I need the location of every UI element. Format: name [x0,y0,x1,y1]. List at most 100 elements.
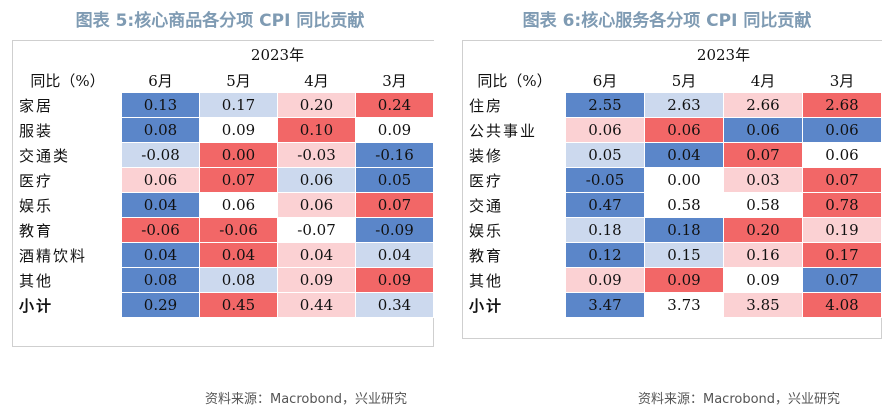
value-cell: -0.08 [121,142,200,168]
right-table-row: 装修 0.05 0.04 0.07 0.06 [463,142,882,168]
value-cell: 0.07 [723,142,803,168]
value-cell: 0.78 [802,192,882,218]
row-label: 服装 [13,117,122,143]
row-label: 教育 [463,242,566,268]
row-label: 公共事业 [463,117,566,143]
value-cell: 3.47 [565,292,645,318]
left-table-row: 交通类 -0.08 0.00 -0.03 -0.16 [13,142,434,168]
total-label: 小计 [13,292,122,318]
right-table-row: 娱乐 0.18 0.18 0.20 0.19 [463,217,882,243]
left-month-header: 6月 [121,67,200,93]
right-table-row: 医疗 -0.05 0.00 0.03 0.07 [463,167,882,193]
right-table-row: 交通 0.47 0.58 0.58 0.78 [463,192,882,218]
row-label: 酒精饮料 [13,242,122,268]
left-table-row: 家居 0.13 0.17 0.20 0.24 [13,92,434,118]
left-total-row: 小计 0.29 0.45 0.44 0.34 [13,292,434,318]
value-cell: 0.15 [644,242,724,268]
total-label: 小计 [463,292,566,318]
right-table: 2023年 同比（%） 6月 5月 4月 3月 住房 2.55 2.63 2.66 2.… [463,41,882,318]
row-label: 家居 [13,92,122,118]
value-cell: 0.24 [355,92,434,118]
value-cell: 0.09 [277,267,356,293]
value-cell: 0.04 [121,242,200,268]
value-cell: 0.44 [277,292,356,318]
value-cell: -0.05 [565,167,645,193]
value-cell: 0.29 [121,292,200,318]
value-cell: 0.03 [723,167,803,193]
left-month-header: 5月 [199,67,278,93]
value-cell: 0.09 [723,267,803,293]
right-total-row: 小计 3.47 3.73 3.85 4.08 [463,292,882,318]
value-cell: 0.06 [277,192,356,218]
left-month-header: 3月 [355,67,434,93]
value-cell: 0.08 [199,267,278,293]
left-table-row: 其他 0.08 0.08 0.09 0.09 [13,267,434,293]
right-month-header: 5月 [644,67,724,93]
right-table-row: 住房 2.55 2.63 2.66 2.68 [463,92,882,118]
value-cell: 0.06 [802,142,882,168]
right-table-body: 2023年 同比（%） 6月 5月 4月 3月 住房 2.55 2.63 2.66 2.… [463,41,882,318]
right-year-header: 2023年 [565,41,882,68]
value-cell: 0.12 [565,242,645,268]
row-label: 医疗 [13,167,122,193]
value-cell: 2.68 [802,92,882,118]
left-table-row: 服装 0.08 0.09 0.10 0.09 [13,117,434,143]
value-cell: 0.07 [199,167,278,193]
value-cell: 0.07 [355,192,434,218]
value-cell: 0.05 [355,167,434,193]
left-table-row: 酒精饮料 0.04 0.04 0.04 0.04 [13,242,434,268]
value-cell: 0.20 [723,217,803,243]
value-cell: 0.06 [199,192,278,218]
value-cell: 0.06 [723,117,803,143]
value-cell: 0.00 [644,167,724,193]
value-cell: 0.58 [723,192,803,218]
value-cell: -0.09 [355,217,434,243]
value-cell: 0.04 [199,242,278,268]
value-cell: -0.06 [199,217,278,243]
left-table-body: 2023年 同比（%） 6月 5月 4月 3月 家居 0.13 0.17 0.20 0.… [13,41,434,318]
value-cell: 0.16 [723,242,803,268]
right-source-note: 资料来源：Macrobond，兴业研究 [638,392,841,407]
value-cell: 0.09 [355,267,434,293]
right-table-row: 其他 0.09 0.09 0.09 0.07 [463,267,882,293]
value-cell: -0.07 [277,217,356,243]
value-cell: 0.45 [199,292,278,318]
value-cell: 0.06 [565,117,645,143]
right-year-row: 2023年 [463,41,882,68]
value-cell: 0.06 [644,117,724,143]
right-table-row: 公共事业 0.06 0.06 0.06 0.06 [463,117,882,143]
row-label: 其他 [463,267,566,293]
value-cell: -0.06 [121,217,200,243]
left-table-row: 教育 -0.06 -0.06 -0.07 -0.09 [13,217,434,243]
value-cell: 2.63 [644,92,724,118]
left-source-note: 资料来源：Macrobond，兴业研究 [205,392,408,407]
left-month-row: 同比（%） 6月 5月 4月 3月 [13,67,434,93]
right-month-row: 同比（%） 6月 5月 4月 3月 [463,67,882,93]
right-month-header: 6月 [565,67,645,93]
value-cell: 0.34 [355,292,434,318]
value-cell: 0.04 [644,142,724,168]
value-cell: -0.03 [277,142,356,168]
left-table-row: 娱乐 0.04 0.06 0.06 0.07 [13,192,434,218]
left-table: 2023年 同比（%） 6月 5月 4月 3月 家居 0.13 0.17 0.20 0.… [13,41,434,318]
value-cell: 0.09 [565,267,645,293]
left-year-row: 2023年 [13,41,434,68]
value-cell: 0.17 [802,242,882,268]
right-table-row: 教育 0.12 0.15 0.16 0.17 [463,242,882,268]
value-cell: 0.19 [802,217,882,243]
row-label: 装修 [463,142,566,168]
value-cell: 0.13 [121,92,200,118]
value-cell: 0.07 [802,267,882,293]
row-label: 娱乐 [13,192,122,218]
value-cell: 0.05 [565,142,645,168]
value-cell: -0.16 [355,142,434,168]
row-label: 教育 [13,217,122,243]
row-label: 住房 [463,92,566,118]
value-cell: 0.17 [199,92,278,118]
row-label: 医疗 [463,167,566,193]
value-cell: 2.66 [723,92,803,118]
row-label: 娱乐 [463,217,566,243]
value-cell: 0.04 [277,242,356,268]
value-cell: 0.06 [277,167,356,193]
value-cell: 0.58 [644,192,724,218]
